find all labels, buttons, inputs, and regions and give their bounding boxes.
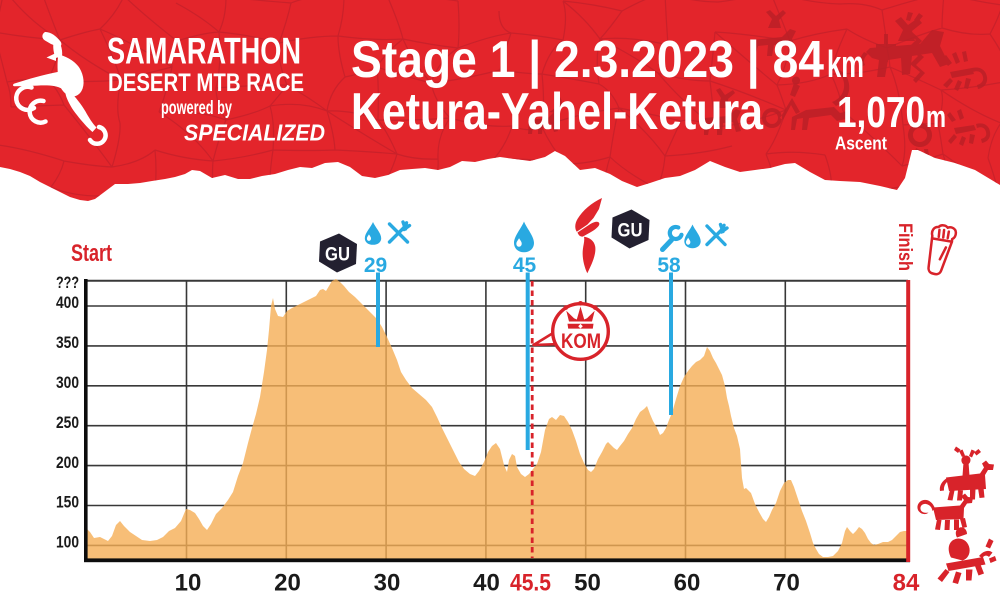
- svg-text:45: 45: [513, 254, 537, 277]
- svg-text:350: 350: [56, 333, 79, 352]
- svg-text:200: 200: [56, 453, 79, 472]
- svg-text:400: 400: [56, 293, 79, 312]
- svg-text:70: 70: [773, 570, 800, 597]
- svg-text:58: 58: [657, 254, 681, 277]
- svg-text:Start: Start: [71, 240, 112, 267]
- svg-text:GU: GU: [618, 221, 643, 242]
- svg-text:1,070: 1,070: [837, 88, 925, 137]
- svg-text:100: 100: [56, 533, 79, 552]
- svg-text:KOM: KOM: [561, 329, 601, 353]
- svg-text:TM: TM: [356, 235, 365, 241]
- svg-text:10: 10: [175, 570, 202, 597]
- svg-text:45.5: 45.5: [510, 570, 551, 597]
- svg-text:20: 20: [274, 570, 301, 597]
- svg-text:29: 29: [364, 254, 387, 277]
- svg-text:TM: TM: [646, 210, 655, 216]
- svg-text:Ascent: Ascent: [835, 133, 887, 154]
- svg-text:km: km: [827, 44, 864, 86]
- svg-text:DESERT MTB RACE: DESERT MTB RACE: [108, 69, 304, 97]
- svg-text:???: ???: [56, 273, 79, 292]
- svg-text:SAMARATHON: SAMARATHON: [107, 31, 301, 72]
- svg-text:Stage 1 | 2.3.2023 | 84: Stage 1 | 2.3.2023 | 84: [351, 31, 824, 89]
- svg-text:60: 60: [674, 570, 701, 597]
- svg-text:30: 30: [374, 570, 401, 597]
- svg-text:84: 84: [893, 570, 920, 597]
- svg-text:250: 250: [56, 413, 79, 432]
- svg-text:Ketura-Yahel-Ketura: Ketura-Yahel-Ketura: [351, 83, 764, 141]
- svg-text:300: 300: [56, 373, 79, 392]
- svg-text:GU: GU: [325, 245, 350, 266]
- svg-text:m: m: [926, 99, 946, 134]
- svg-text:50: 50: [574, 570, 601, 597]
- svg-text:SPECIALIZED: SPECIALIZED: [184, 120, 325, 146]
- svg-text:powered by: powered by: [161, 98, 232, 119]
- svg-text:40: 40: [473, 570, 500, 597]
- svg-text:Finish: Finish: [894, 223, 915, 271]
- svg-text:150: 150: [56, 493, 79, 512]
